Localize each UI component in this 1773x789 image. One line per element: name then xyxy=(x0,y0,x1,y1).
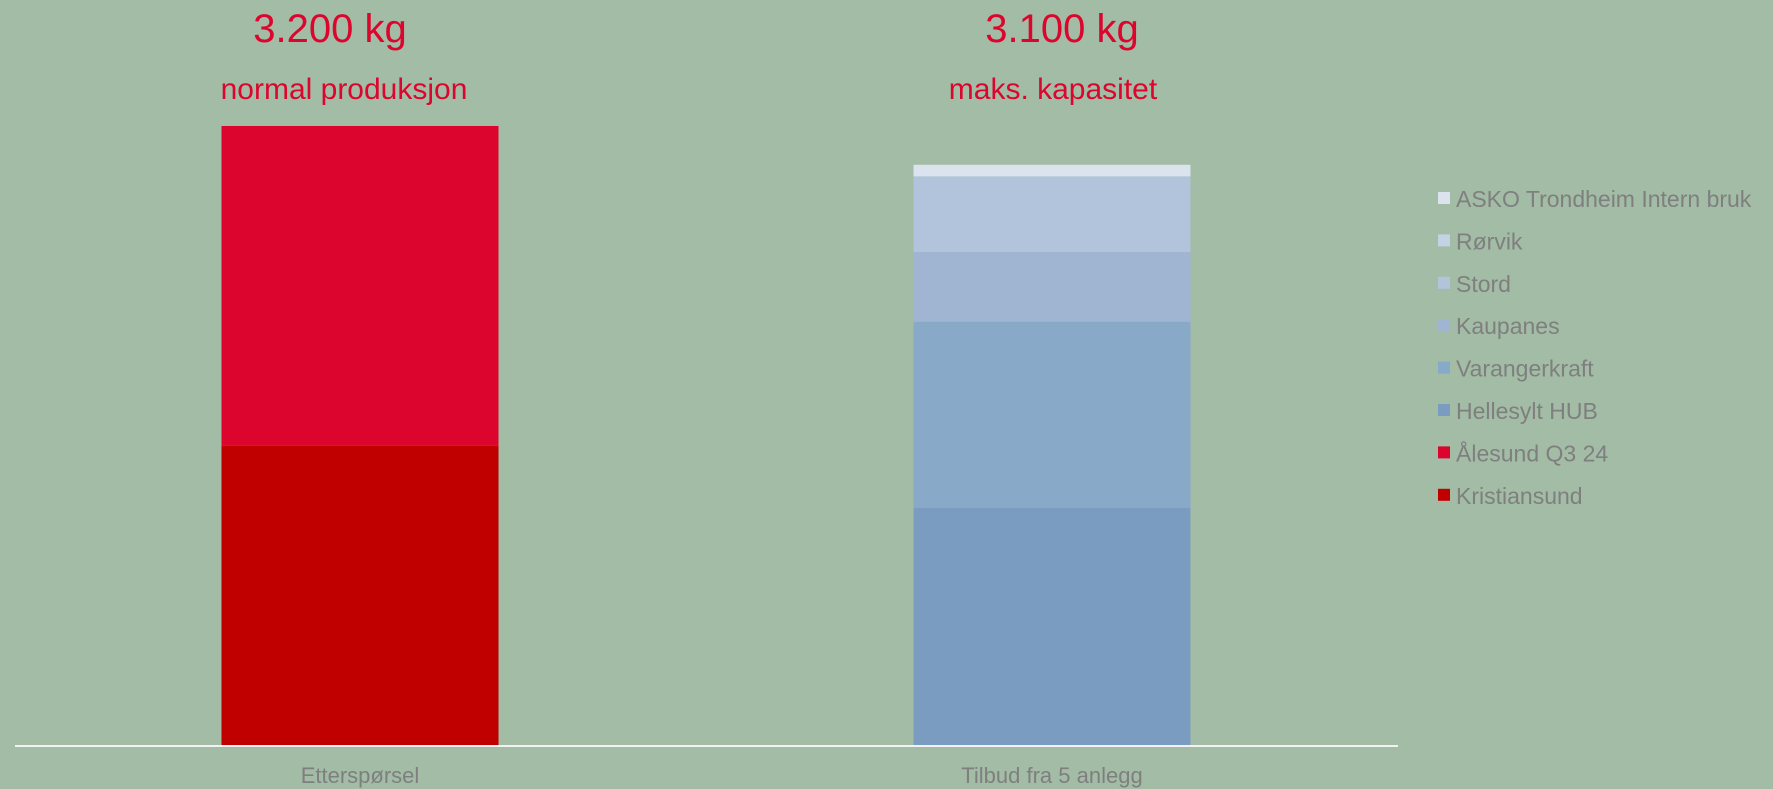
legend-label: Stord xyxy=(1456,271,1511,297)
legend-swatch xyxy=(1438,488,1450,501)
bar-segment xyxy=(913,251,1191,322)
annotation-label: normal produksjon xyxy=(221,73,468,106)
annotation-value: 3.200 kg xyxy=(253,7,406,51)
legend-swatch xyxy=(1438,276,1450,289)
annotation-label: maks. kapasitet xyxy=(949,73,1158,106)
legend-label: Rørvik xyxy=(1456,228,1523,254)
legend-label: Ålesund Q3 24 xyxy=(1456,439,1608,466)
annotation-value: 3.100 kg xyxy=(985,7,1138,51)
bar-segment xyxy=(221,126,499,446)
bar-segment xyxy=(221,445,499,746)
bar-segment xyxy=(913,321,1191,508)
category-label: Etterspørsel xyxy=(301,763,420,788)
bar-segment xyxy=(913,176,1191,252)
legend-swatch xyxy=(1438,234,1450,247)
legend-swatch xyxy=(1438,319,1450,332)
legend-swatch xyxy=(1438,192,1450,204)
bar-segment xyxy=(913,507,1191,746)
legend-label: Kristiansund xyxy=(1456,483,1583,509)
legend-label: Varangerkraft xyxy=(1456,356,1594,382)
bar-segment xyxy=(913,164,1191,177)
legend-label: ASKO Trondheim Intern bruk xyxy=(1456,186,1752,212)
legend-swatch xyxy=(1438,404,1450,416)
category-label: Tilbud fra 5 anlegg xyxy=(961,763,1142,788)
legend-label: Hellesylt HUB xyxy=(1456,398,1598,424)
legend-swatch xyxy=(1438,446,1450,459)
legend-label: Kaupanes xyxy=(1456,313,1560,339)
legend-swatch xyxy=(1438,361,1450,374)
